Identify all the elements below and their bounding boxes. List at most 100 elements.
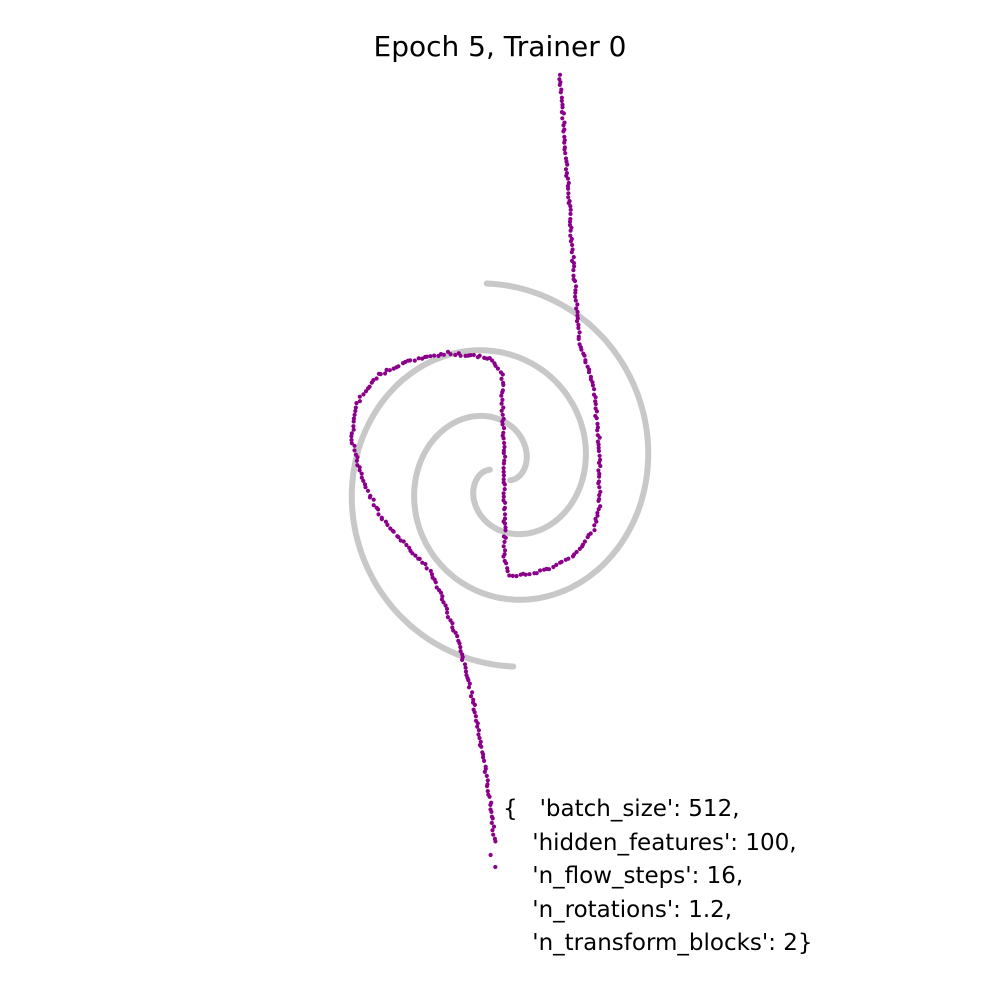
sample-point: [572, 278, 578, 284]
annotation-line: 'n_transform_blocks': 2}: [503, 930, 813, 956]
sample-point: [463, 353, 468, 358]
sample-point: [595, 428, 600, 433]
sample-point: [428, 354, 433, 359]
sample-point: [453, 630, 458, 635]
sample-point: [598, 489, 603, 494]
sample-point: [489, 820, 494, 826]
sample-point: [563, 151, 568, 156]
sample-point: [351, 424, 356, 429]
sample-point: [428, 568, 433, 574]
sample-point: [490, 816, 495, 821]
sample-point: [383, 519, 388, 524]
sample-point: [568, 204, 573, 209]
sample-point: [361, 392, 366, 397]
sample-point: [475, 355, 480, 360]
sample-point: [559, 95, 565, 100]
sample-point: [597, 453, 602, 458]
sample-point: [413, 553, 418, 558]
sample-point: [518, 572, 523, 577]
sample-point: [532, 571, 537, 576]
sample-point: [568, 239, 574, 244]
sample-point: [429, 572, 435, 577]
sample-point: [492, 361, 497, 366]
sample-point: [476, 732, 481, 737]
sample-point: [538, 568, 543, 573]
sample-point: [457, 641, 462, 646]
sample-point: [491, 824, 497, 829]
sample-point: [501, 380, 506, 385]
sample-point: [596, 468, 601, 473]
sample-point: [493, 839, 498, 844]
sample-point: [501, 498, 506, 503]
sample-point: [592, 387, 597, 392]
sample-point: [598, 463, 603, 469]
sample-point: [561, 129, 566, 134]
sample-point: [436, 353, 441, 358]
sample-point: [596, 448, 602, 454]
sample-point: [479, 744, 484, 749]
sample-point: [432, 353, 437, 358]
sample-point: [458, 649, 463, 654]
sample-point: [594, 409, 600, 414]
sample-point: [590, 380, 595, 385]
sample-point: [571, 268, 576, 273]
sample-point: [376, 371, 381, 376]
sample-point: [379, 517, 384, 522]
sample-point: [575, 302, 580, 307]
sample-point: [456, 351, 461, 356]
sample-point: [484, 784, 490, 789]
sample-point: [500, 388, 505, 393]
sample-point: [502, 539, 507, 545]
sample-point: [502, 552, 507, 557]
sample-point: [401, 361, 406, 366]
sample-point: [569, 250, 574, 255]
sample-point: [357, 465, 362, 470]
sample-point: [467, 681, 472, 686]
sample-point: [502, 505, 507, 510]
sample-point: [466, 678, 471, 683]
sample-point: [391, 366, 396, 371]
sample-point: [349, 437, 354, 443]
sample-point: [562, 140, 567, 145]
sample-point: [585, 535, 590, 540]
sample-point: [357, 394, 362, 399]
sample-point: [349, 441, 354, 446]
sample-point: [365, 488, 371, 493]
sample-point: [557, 82, 562, 87]
sample-point: [491, 832, 496, 837]
sample-point: [501, 491, 506, 496]
sample-point: [568, 233, 573, 238]
sample-point: [473, 714, 478, 719]
sample-point: [472, 710, 477, 715]
target-spiral-arm: [411, 280, 652, 603]
sample-point: [597, 435, 602, 440]
sample-point: [566, 195, 571, 200]
sample-point: [501, 477, 506, 482]
sample-point: [383, 371, 388, 376]
sample-point: [500, 397, 505, 402]
sample-point: [417, 556, 422, 562]
sample-point: [349, 434, 354, 439]
sample-point: [443, 603, 448, 608]
sample-point: [577, 546, 582, 552]
sample-point: [596, 442, 601, 447]
sample-point: [476, 728, 481, 733]
sample-point: [503, 525, 508, 530]
sample-point: [571, 273, 576, 278]
sample-point: [590, 383, 596, 388]
sample-point: [576, 336, 581, 342]
sample-point: [404, 542, 409, 548]
sample-point: [565, 162, 570, 167]
sample-point: [573, 298, 578, 303]
sample-point: [423, 562, 428, 567]
sample-point: [416, 356, 421, 361]
sample-point: [376, 507, 381, 512]
sample-point: [570, 554, 576, 559]
sample-point: [475, 721, 480, 726]
sample-point: [481, 752, 486, 757]
sample-point: [354, 401, 359, 406]
annotation-line: 'n_rotations': 1.2,: [503, 897, 732, 923]
sample-point: [563, 167, 569, 172]
sample-point: [460, 657, 465, 663]
sample-point: [502, 548, 508, 553]
